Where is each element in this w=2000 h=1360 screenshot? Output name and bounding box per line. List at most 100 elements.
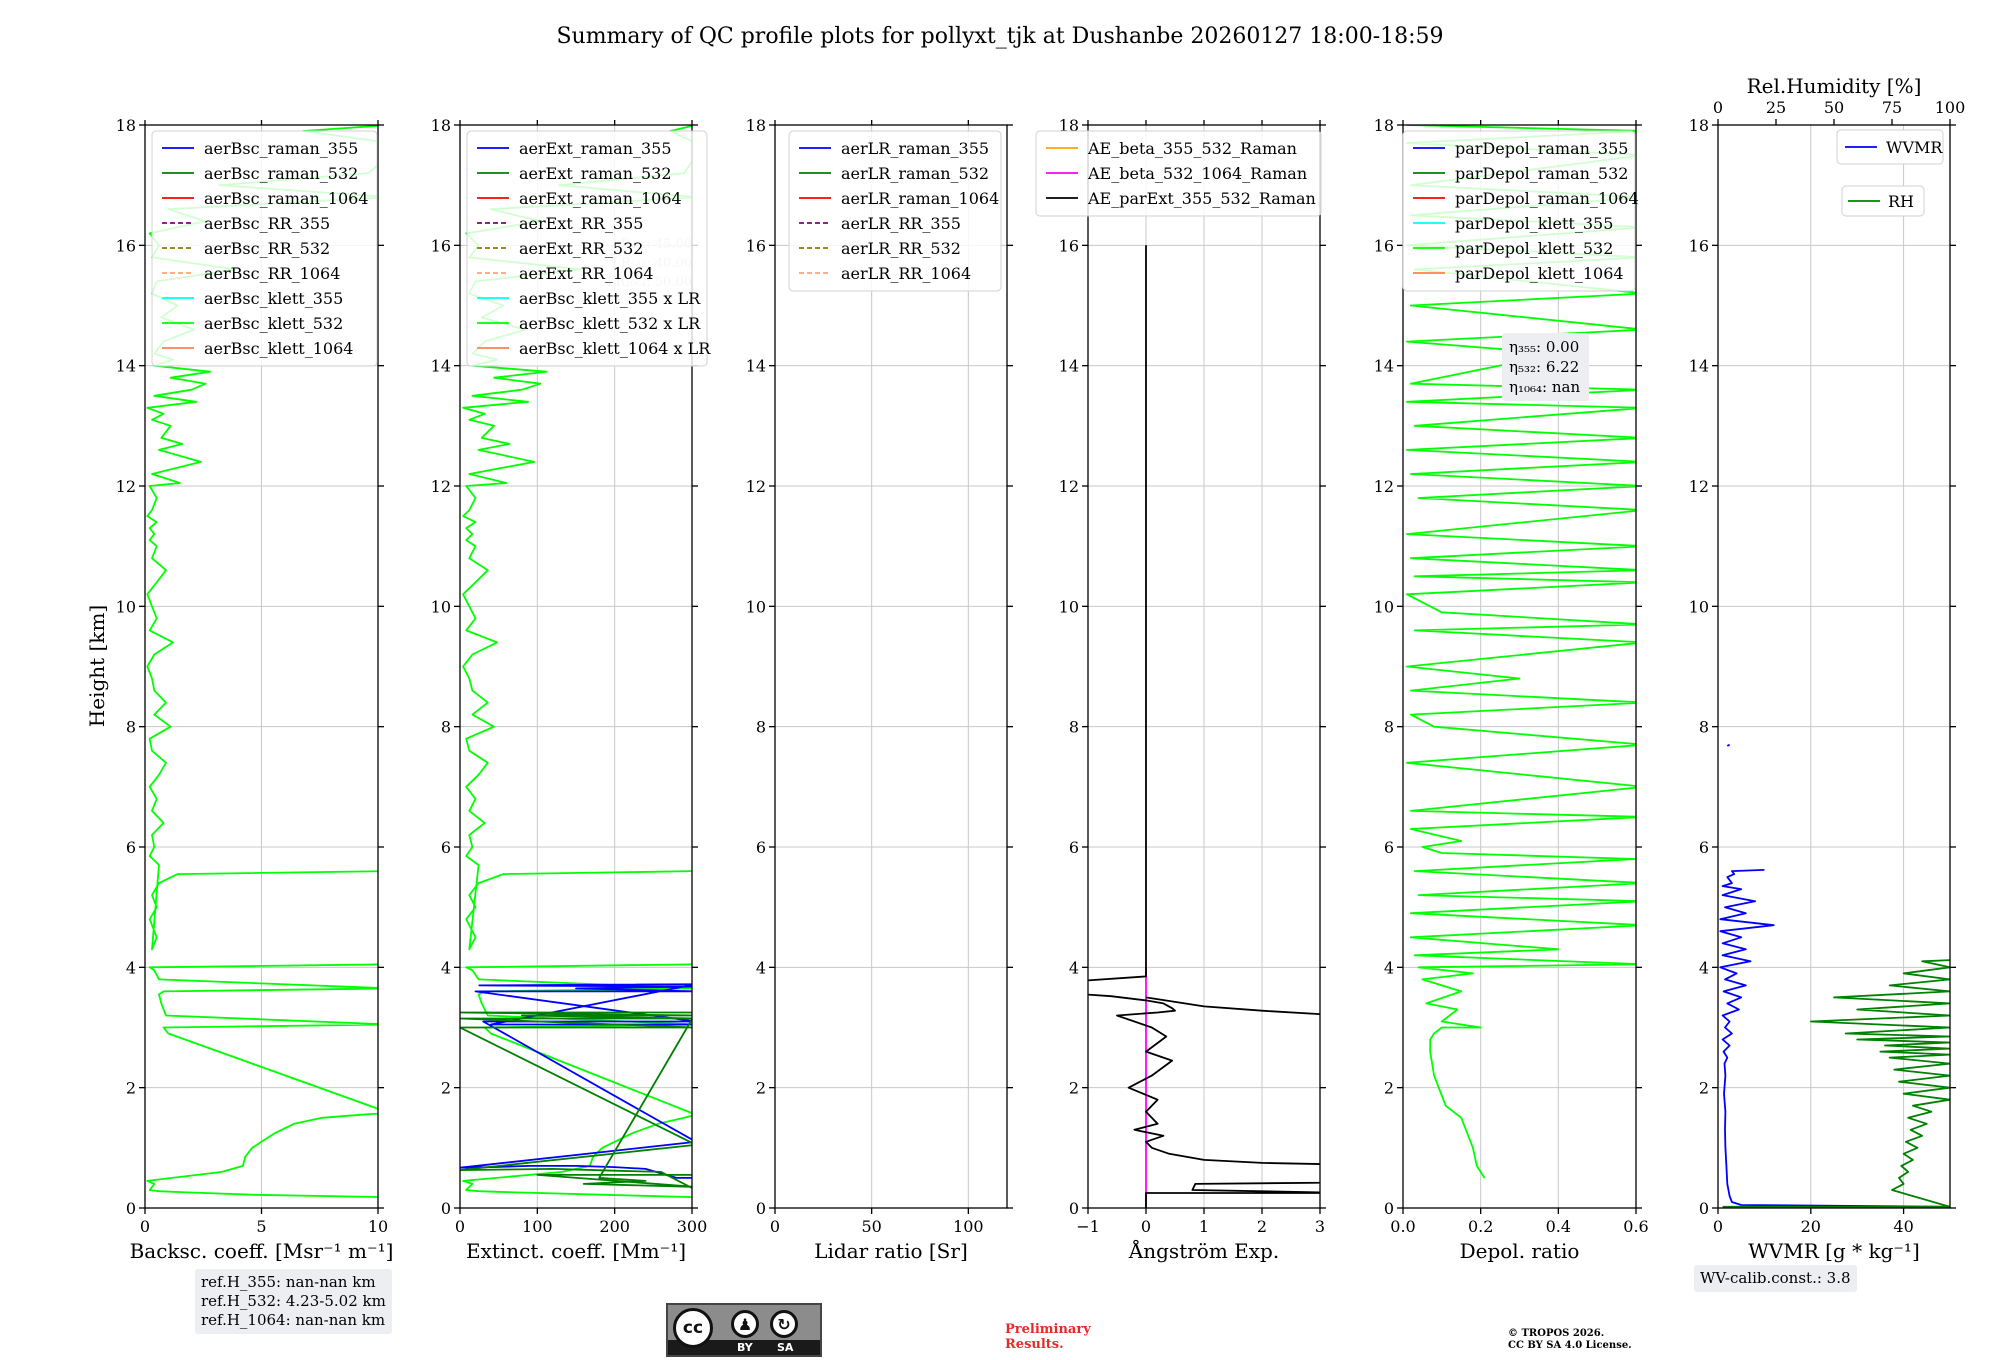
y-tick-label: 4	[441, 958, 451, 977]
legend-label: aerLR_RR_355	[841, 214, 961, 233]
top-x-tick-label: 25	[1766, 98, 1786, 117]
y-tick-label: 16	[1689, 236, 1709, 255]
y-tick-label: 18	[1059, 116, 1079, 135]
legend-box	[1035, 130, 1322, 217]
legend-lidar_ratio: aerLR_raman_355 aerLR_raman_532 aerLR_rama…	[788, 130, 1002, 292]
y-tick-label: 2	[1069, 1079, 1079, 1098]
figure-title: Summary of QC profile plots for pollyxt_…	[556, 24, 1443, 49]
legend-label: WVMR	[1886, 138, 1943, 157]
reference-height-box: ref.H_355: nan-nan km ref.H_532: 4.23-5.…	[195, 1269, 392, 1334]
x-axis-label: Ångström Exp.	[1128, 1238, 1279, 1263]
legend-label: aerExt_raman_1064	[519, 189, 682, 208]
x-tick-label: 0	[1141, 1217, 1151, 1236]
y-tick-label: 14	[1689, 357, 1709, 376]
y-tick-label: 2	[1384, 1079, 1394, 1098]
y-tick-label: 10	[116, 597, 136, 616]
y-tick-label: 14	[1374, 357, 1394, 376]
top-x-tick-label: 75	[1882, 98, 1902, 117]
ref-height-532: ref.H_532: 4.23-5.02 km	[201, 1292, 386, 1310]
y-tick-label: 10	[431, 597, 451, 616]
series-line-AE_parExt_355_532_Raman	[1145, 996, 1320, 1016]
series-line-WVMR	[1719, 869, 1950, 1208]
legend-label: parDepol_klett_532	[1455, 239, 1613, 258]
cc-badge-bar	[668, 1340, 820, 1355]
sa-label: SA	[777, 1341, 794, 1354]
x-tick-label: 50	[861, 1217, 881, 1236]
legend-label: aerLR_raman_532	[841, 164, 989, 183]
x-tick-label: 0	[1713, 1217, 1723, 1236]
x-tick-label: 1	[1199, 1217, 1209, 1236]
y-tick-label: 6	[126, 838, 136, 857]
y-tick-label: 8	[1069, 718, 1079, 737]
y-tick-label: 12	[431, 477, 451, 496]
series-line-aerExt_raman_355	[460, 983, 692, 1179]
x-tick-label: 0.6	[1623, 1217, 1648, 1236]
ref-height-355: ref.H_355: nan-nan km	[201, 1273, 376, 1291]
x-axis-label: Lidar ratio [Sr]	[814, 1239, 968, 1263]
eta-note-line: η₅₃₂: 6.22	[1509, 358, 1579, 376]
y-tick-label: 18	[1374, 116, 1394, 135]
series-line-WVMR	[1726, 743, 1731, 747]
x-tick-label: 0	[140, 1217, 150, 1236]
legend-label: aerLR_raman_355	[841, 139, 989, 158]
y-tick-label: 2	[756, 1079, 766, 1098]
series-line-parDepol_klett_532	[1406, 125, 1636, 1179]
x-tick-label: 0.4	[1546, 1217, 1571, 1236]
x-tick-label: 5	[256, 1217, 266, 1236]
y-tick-label: 0	[126, 1199, 136, 1218]
y-tick-label: 12	[746, 477, 766, 496]
y-tick-label: 4	[1699, 958, 1709, 977]
x-tick-label: 3	[1315, 1217, 1325, 1236]
y-tick-label: 16	[431, 236, 451, 255]
legend-box	[1836, 129, 1944, 165]
y-tick-label: 14	[746, 357, 766, 376]
y-tick-label: 16	[1059, 236, 1079, 255]
x-tick-label: 0.2	[1468, 1217, 1493, 1236]
cc-icon: cc	[673, 1308, 713, 1348]
x-tick-label: 200	[599, 1217, 630, 1236]
x-tick-label: 2	[1257, 1217, 1267, 1236]
ref-height-1064: ref.H_1064: nan-nan km	[201, 1311, 386, 1329]
by-label: BY	[737, 1341, 753, 1354]
y-tick-label: 18	[746, 116, 766, 135]
y-tick-label: 6	[441, 838, 451, 857]
legend-label: aerBsc_RR_355	[204, 214, 330, 233]
y-tick-label: 10	[1059, 597, 1079, 616]
series-line-RH	[1722, 959, 1950, 1208]
y-tick-label: 0	[441, 1199, 451, 1218]
legend-label: aerBsc_klett_532 x LR	[519, 314, 701, 333]
legend-label: aerExt_RR_532	[519, 239, 643, 258]
legend-label: aerBsc_raman_532	[204, 164, 358, 183]
y-tick-label: 18	[1689, 116, 1709, 135]
eta-note: η₃₅₅: 0.00 η₅₃₂: 6.22 η₁₀₆₄: nan	[1502, 333, 1589, 401]
x-tick-label: 100	[522, 1217, 553, 1236]
y-tick-label: 4	[756, 958, 766, 977]
legend-label: parDepol_raman_1064	[1455, 189, 1639, 208]
sa-share-icon: ↻	[770, 1310, 798, 1338]
legend-box	[1402, 130, 1636, 292]
legend-box	[1841, 185, 1925, 217]
legend-label: aerExt_RR_355	[519, 214, 643, 233]
legend-label: AE_beta_532_1064_Raman	[1087, 164, 1307, 183]
legend-box	[788, 130, 1002, 292]
legend-label: aerBsc_raman_355	[204, 139, 358, 158]
series-group-depol	[1406, 125, 1636, 1179]
legend-label: parDepol_raman_532	[1455, 164, 1628, 183]
y-tick-label: 6	[1384, 838, 1394, 857]
x-tick-label: −1	[1076, 1217, 1100, 1236]
cc-by-sa-logo: cc ♟ ↻ BY SA	[666, 1303, 822, 1357]
eta-note-box	[1502, 333, 1589, 401]
y-tick-label: 14	[116, 357, 136, 376]
y-tick-label: 8	[441, 718, 451, 737]
wv-calibration-box: WV-calib.const.: 3.8	[1694, 1265, 1857, 1292]
x-axis-label: Extinct. coeff. [Mm⁻¹]	[466, 1239, 686, 1263]
legend-label: AE_parExt_355_532_Raman	[1087, 189, 1316, 208]
y-tick-label: 12	[116, 477, 136, 496]
top-x-axis-label: Rel.Humidity [%]	[1747, 74, 1922, 98]
y-tick-label: 14	[431, 357, 451, 376]
legend-label: aerExt_RR_1064	[519, 264, 654, 283]
legend-label: aerExt_raman_532	[519, 164, 672, 183]
y-tick-label: 2	[1699, 1079, 1709, 1098]
axes-frame	[1402, 124, 1637, 1209]
